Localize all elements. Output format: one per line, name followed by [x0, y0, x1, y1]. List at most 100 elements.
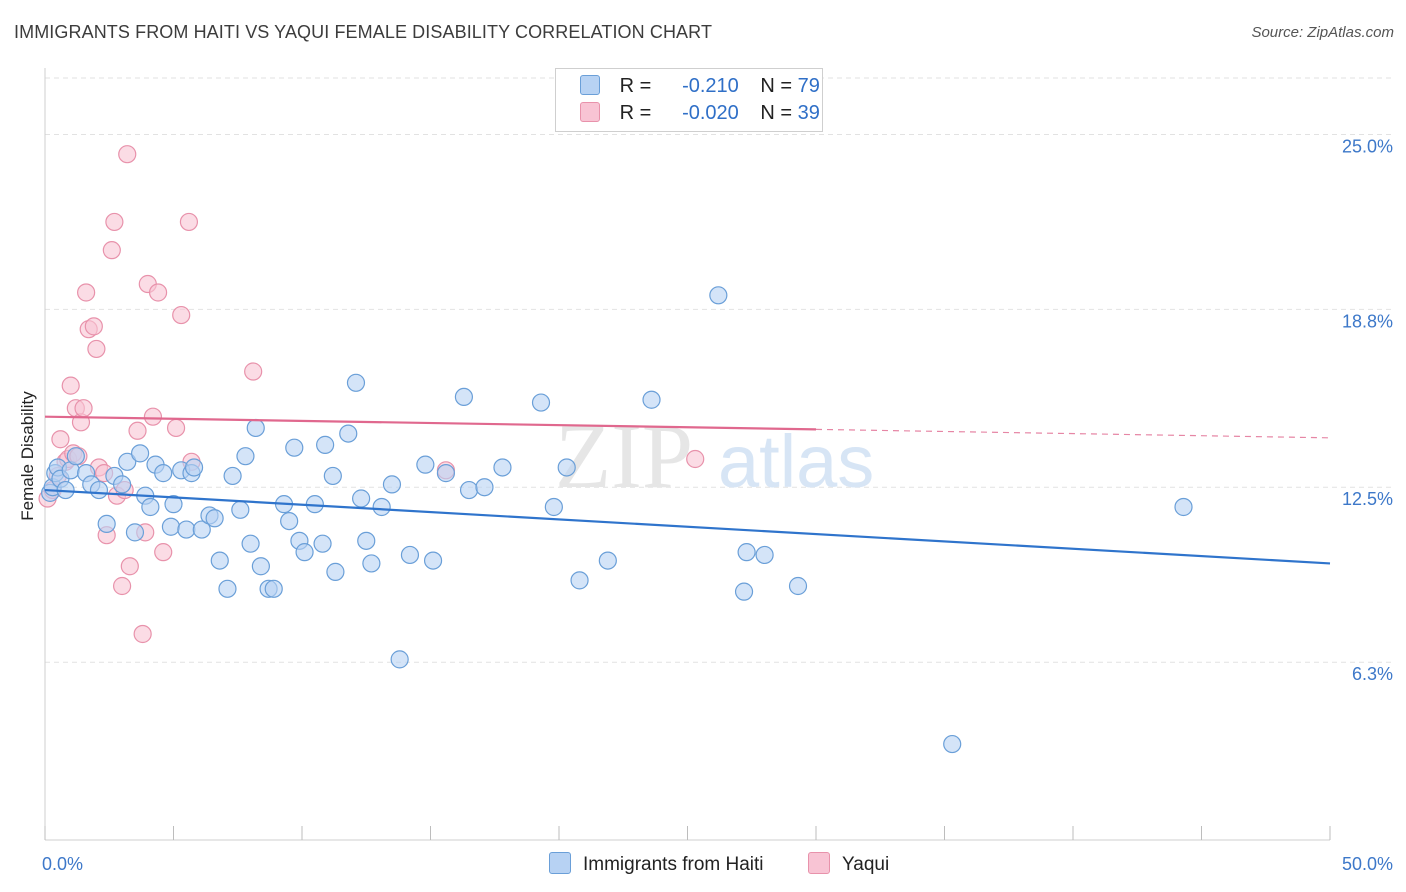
haiti-point [205, 509, 224, 528]
bottom-legend-label-haiti: Immigrants from Haiti [583, 854, 764, 875]
haiti-point [141, 497, 160, 517]
yaqui-point [686, 449, 705, 469]
haiti-point [709, 286, 728, 305]
axes [44, 68, 1331, 841]
y-tick-label: 18.8% [1342, 311, 1393, 331]
yaqui-point [51, 430, 70, 449]
legend-box: R = -0.210 N = 79 R = -0.020 N = 39 [555, 68, 823, 132]
haiti-point [231, 500, 250, 519]
tick-labels: 6.3% 12.5% 18.8% 25.0% 0.0% 50.0% [42, 136, 1393, 874]
haiti-point [316, 435, 335, 454]
legend-r-label: R = [619, 75, 652, 97]
yaqui-point [84, 317, 103, 336]
trend-lines [44, 415, 1331, 565]
legend-r-value: -0.020 [682, 102, 739, 124]
legend-swatch-yaqui [580, 102, 600, 122]
yaqui-trend-line [44, 415, 817, 431]
legend-n-value: 39 [797, 102, 820, 124]
yaqui-point [105, 212, 124, 232]
haiti-point [459, 480, 479, 500]
haiti-point [390, 650, 409, 669]
yaqui-point [74, 399, 93, 418]
yaqui-point [179, 212, 199, 232]
haiti-point [89, 480, 109, 500]
haiti-point [264, 579, 283, 598]
haiti-point [382, 475, 402, 494]
chart-title: IMMIGRANTS FROM HAITI VS YAQUI FEMALE DI… [14, 22, 713, 42]
haiti-point [372, 497, 391, 517]
y-tick-label: 12.5% [1342, 489, 1393, 509]
haiti-point [184, 458, 204, 477]
haiti-point [246, 418, 265, 438]
yaqui-point [87, 339, 106, 359]
yaqui-point [148, 283, 168, 302]
haiti-point [280, 511, 299, 531]
haiti-point [352, 489, 371, 508]
bottom-legend-label-yaqui: Yaqui [842, 854, 890, 875]
haiti-point [423, 551, 443, 570]
haiti-point [236, 447, 255, 466]
bottom-legend: Immigrants from Haiti Yaqui [0, 852, 1406, 878]
yaqui-point [128, 421, 147, 440]
bottom-legend-yaqui: Yaqui [808, 852, 889, 876]
yaqui-point [120, 557, 139, 576]
legend-swatch-haiti [580, 75, 600, 95]
legend-row-yaqui: R = -0.020 N = 39 [580, 102, 820, 125]
haiti-point [97, 514, 116, 534]
haiti-point [436, 464, 456, 483]
y-tick-label: 25.0% [1342, 136, 1393, 156]
yaqui-point [61, 376, 80, 395]
haiti-point [118, 452, 137, 471]
bottom-legend-swatch-yaqui [808, 852, 830, 874]
y-axis-title: Female Disability [18, 391, 37, 521]
legend-row-haiti: R = -0.210 N = 79 [580, 75, 820, 98]
yaqui-point [166, 418, 186, 438]
haiti-point [357, 531, 376, 550]
haiti-point [125, 523, 145, 542]
yaqui-point [102, 241, 121, 260]
haiti-point [154, 464, 173, 483]
haiti-point [177, 520, 196, 539]
haiti-point [788, 576, 808, 596]
haiti-point [454, 387, 474, 407]
yaqui-point [172, 305, 191, 325]
haiti-point [570, 571, 589, 590]
legend-n-value: 79 [797, 75, 820, 97]
haiti-point [598, 551, 617, 570]
bottom-legend-haiti: Immigrants from Haiti [549, 852, 764, 876]
haiti-point [416, 455, 435, 474]
yaqui-point [244, 362, 263, 381]
source-credit: Source: ZipAtlas.com [1251, 24, 1394, 41]
haiti-point [251, 557, 270, 576]
haiti-point [218, 579, 237, 598]
haiti-point [943, 734, 962, 754]
x-tick-label: 50.0% [1342, 854, 1393, 874]
yaqui-trend-extension [815, 428, 1331, 439]
haiti-trend-line [44, 488, 1331, 565]
haiti-points [41, 286, 1193, 754]
legend-r-label: R = [619, 102, 652, 124]
haiti-point [557, 458, 576, 477]
legend-r-value: -0.210 [682, 75, 739, 97]
watermark-zip: ZIP [555, 405, 693, 507]
y-tick-label: 6.3% [1352, 664, 1393, 684]
haiti-point [323, 466, 342, 486]
haiti-point [400, 545, 420, 565]
haiti-point [642, 390, 661, 409]
x-tick-label: 0.0% [42, 854, 83, 874]
yaqui-point [118, 145, 137, 164]
haiti-point [346, 373, 366, 392]
haiti-point [737, 543, 756, 562]
watermark-atlas: atlas [718, 420, 874, 503]
legend-n-label: N = [760, 102, 793, 124]
bottom-legend-swatch-haiti [549, 852, 571, 874]
haiti-point [223, 466, 242, 486]
haiti-point [1174, 497, 1193, 517]
haiti-point [339, 424, 358, 443]
haiti-point [130, 444, 150, 463]
haiti-point [755, 545, 774, 565]
haiti-point [313, 534, 332, 553]
haiti-point [210, 551, 229, 570]
haiti-point [164, 495, 183, 514]
